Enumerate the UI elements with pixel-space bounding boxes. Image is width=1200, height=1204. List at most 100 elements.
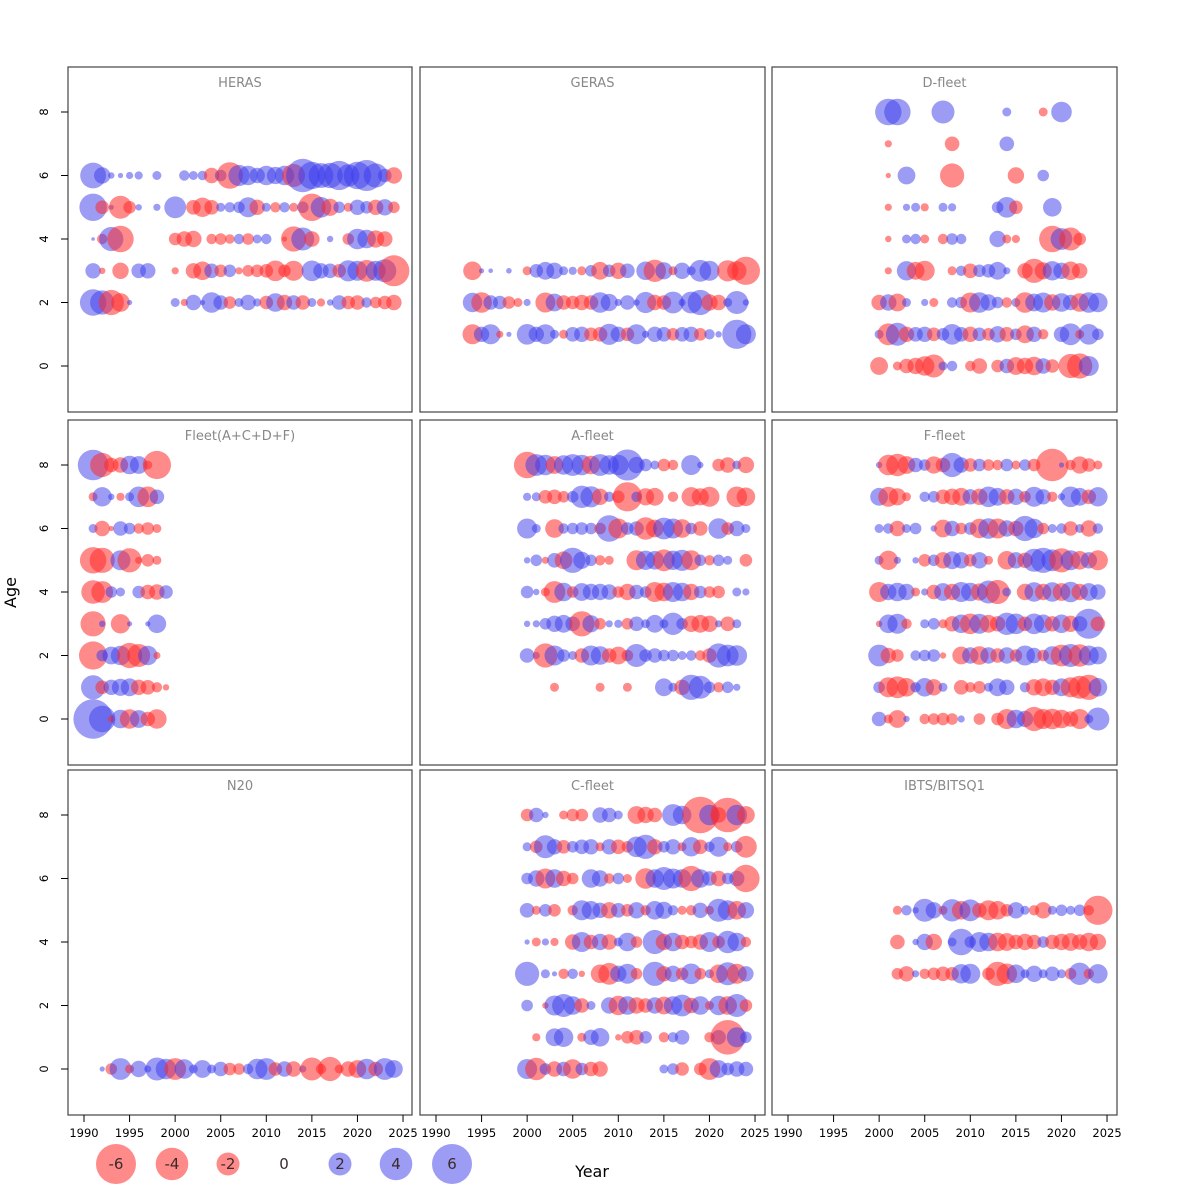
bubble xyxy=(973,713,986,725)
legend-value-label: -2 xyxy=(221,1155,236,1173)
y-tick-label: 8 xyxy=(37,461,51,468)
bubble xyxy=(242,265,254,277)
bubble xyxy=(1078,356,1099,376)
bubble xyxy=(1002,107,1012,117)
bubble xyxy=(918,649,931,662)
bubble xyxy=(112,262,129,279)
x-tick-label: 1995 xyxy=(467,1126,496,1140)
bubble xyxy=(940,163,965,188)
bubble xyxy=(300,1057,324,1081)
bubble xyxy=(953,680,969,695)
bubble xyxy=(614,298,622,307)
bubble xyxy=(147,709,167,729)
bubble xyxy=(1011,234,1021,244)
bubble xyxy=(135,556,143,564)
bubble xyxy=(385,167,403,184)
bubble xyxy=(304,231,320,247)
bubble xyxy=(225,234,235,244)
bubble xyxy=(532,1033,541,1042)
bubble xyxy=(944,520,960,537)
bubble xyxy=(667,459,679,471)
bubble xyxy=(567,968,578,979)
bubble xyxy=(594,618,606,630)
bubble xyxy=(573,551,591,569)
bubble xyxy=(611,903,626,918)
bubble xyxy=(740,936,752,948)
bubble xyxy=(555,870,572,887)
panel-border-C-fleet xyxy=(419,769,766,1116)
bubble xyxy=(912,970,920,978)
bubble xyxy=(153,203,161,211)
bubble xyxy=(1036,448,1069,482)
bubble xyxy=(1057,969,1066,979)
bubble xyxy=(521,999,533,1012)
bubble xyxy=(1088,487,1108,507)
bubble xyxy=(1073,904,1086,917)
bubble xyxy=(712,585,725,599)
bubble xyxy=(496,330,504,338)
bubble xyxy=(1037,169,1049,182)
bubble xyxy=(658,1032,670,1043)
bubble xyxy=(1063,521,1078,536)
bubble xyxy=(874,524,884,533)
bubble xyxy=(1006,964,1026,984)
bubble xyxy=(530,554,543,567)
bubble xyxy=(729,520,745,537)
bubble xyxy=(733,683,741,691)
panel-title-N20: N20 xyxy=(227,779,253,794)
bubble xyxy=(79,193,107,221)
bubble xyxy=(109,195,132,219)
bubble xyxy=(629,616,644,632)
bubble xyxy=(107,225,134,253)
panel-points-IBTS/BITSQ1 xyxy=(890,895,1113,986)
bubble xyxy=(720,457,736,473)
bubble xyxy=(965,682,976,693)
panel-points-N20 xyxy=(99,1056,403,1082)
bubble xyxy=(193,1060,212,1078)
bubble xyxy=(590,1028,610,1047)
bubble xyxy=(547,489,562,505)
bubble xyxy=(889,520,906,537)
bubble xyxy=(551,971,558,977)
bubble xyxy=(902,234,911,244)
bubble xyxy=(999,136,1015,152)
bubble xyxy=(252,234,262,244)
bubble xyxy=(559,810,569,820)
bubble xyxy=(99,267,106,274)
bubble xyxy=(1090,616,1106,632)
bubble xyxy=(647,839,663,855)
bubble xyxy=(650,460,660,470)
bubble xyxy=(737,806,755,824)
bubble xyxy=(1020,905,1030,915)
bubble xyxy=(152,524,162,533)
bubble xyxy=(692,902,708,918)
bubble xyxy=(703,586,716,598)
bubble xyxy=(550,682,559,692)
bubble xyxy=(615,1034,622,1041)
bubble xyxy=(541,938,550,946)
bubble xyxy=(1047,491,1058,502)
bubble xyxy=(956,233,967,245)
bubble xyxy=(595,682,605,692)
bubble xyxy=(591,870,609,887)
bubble xyxy=(645,614,664,633)
bubble xyxy=(667,1063,679,1075)
bubble xyxy=(1080,520,1098,537)
legend-bubble xyxy=(328,1152,352,1176)
panel-points-F-fleet xyxy=(868,448,1110,732)
bubble xyxy=(914,260,935,281)
bubble xyxy=(531,524,541,533)
bubble xyxy=(116,492,125,501)
bubble xyxy=(350,295,365,310)
bubble xyxy=(609,646,628,665)
bubble xyxy=(880,647,896,664)
bubble xyxy=(213,1061,228,1077)
bubble xyxy=(884,203,892,211)
x-tick-label: 2005 xyxy=(558,1126,587,1140)
bubble xyxy=(523,298,531,307)
bubble xyxy=(152,171,162,180)
bubble xyxy=(742,299,750,306)
bubble xyxy=(586,1001,596,1010)
